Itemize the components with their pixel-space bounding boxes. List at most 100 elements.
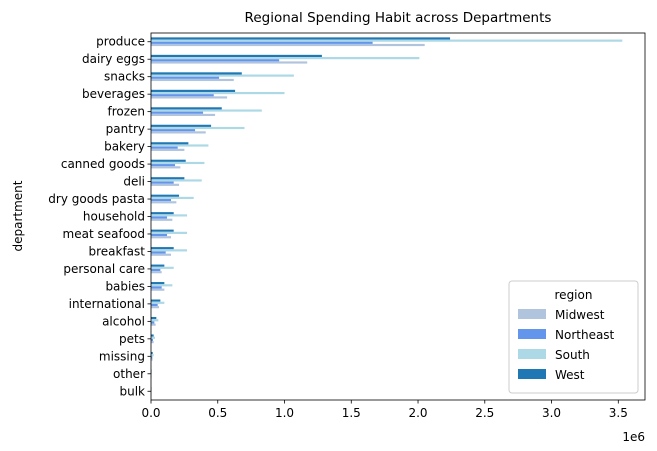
- bar-midwest-canned-goods: [151, 166, 181, 169]
- bar-south-pets: [151, 336, 156, 339]
- bar-midwest-snacks: [151, 78, 234, 82]
- x-tick-labels: 0.0 0.5 1.0 1.5 2.0 2.5 3.0 3.5: [141, 400, 628, 420]
- legend-title: region: [555, 288, 593, 302]
- bar-midwest-bakery: [151, 148, 185, 151]
- bar-west-beverages: [151, 89, 236, 92]
- bar-west-deli: [151, 177, 185, 180]
- legend-label-south: South: [555, 348, 590, 362]
- bar-midwest-frozen: [151, 113, 216, 117]
- bar-west-frozen: [151, 107, 222, 110]
- bar-south-dairy-eggs: [151, 57, 420, 60]
- bar-midwest-pantry: [151, 131, 206, 134]
- bar-west-dairy-eggs: [151, 54, 322, 58]
- legend-swatch-northeast: [518, 329, 546, 339]
- bar-west-meat-seafood: [151, 229, 174, 232]
- bar-northeast-breakfast: [151, 251, 166, 254]
- x-tick-label: 3.0: [542, 406, 561, 420]
- bar-south-dry-goods-pasta: [151, 196, 194, 200]
- plot-frame: [150, 32, 646, 401]
- bar-northeast-dairy-eggs: [151, 59, 280, 62]
- bar-midwest-pets: [151, 341, 154, 344]
- y-tick-label: pets: [119, 332, 145, 346]
- bar-west-pets: [151, 334, 154, 337]
- bar-west-household: [151, 212, 174, 215]
- legend-label-west: West: [555, 368, 585, 382]
- bar-west-bakery: [151, 142, 189, 145]
- y-tick-label: breakfast: [88, 244, 145, 258]
- bar-south-missing: [151, 354, 154, 357]
- bar-midwest-dry-goods-pasta: [151, 201, 177, 204]
- bar-northeast-household: [151, 216, 168, 219]
- bar-northeast-babies: [151, 286, 162, 289]
- bar-west-dry-goods-pasta: [151, 194, 180, 197]
- y-tick-label: dairy eggs: [82, 52, 145, 66]
- y-tick-label: other: [113, 367, 145, 381]
- bar-south-canned-goods: [151, 161, 205, 165]
- bar-south-babies: [151, 284, 173, 287]
- bar-west-snacks: [151, 72, 242, 75]
- bar-northeast-pantry: [151, 129, 196, 132]
- bar-south-international: [151, 301, 165, 304]
- bar-south-breakfast: [151, 249, 188, 252]
- y-tick-label: babies: [105, 279, 145, 293]
- bar-northeast-snacks: [151, 76, 220, 79]
- bar-south-household: [151, 214, 188, 217]
- bar-midwest-missing: [151, 358, 153, 361]
- bar-west-pantry: [151, 124, 212, 127]
- y-tick-label: snacks: [104, 70, 145, 84]
- bar-midwest-breakfast: [151, 253, 172, 256]
- bar-west-babies: [151, 282, 165, 285]
- bar-northeast-alcohol: [151, 321, 155, 324]
- bar-south-produce: [151, 39, 623, 42]
- y-tick-label: canned goods: [61, 157, 145, 171]
- bar-northeast-dry-goods-pasta: [151, 199, 172, 202]
- y-axis-label: department: [11, 180, 25, 251]
- bar-midwest-household: [151, 218, 173, 221]
- bar-northeast-deli: [151, 181, 174, 184]
- bar-midwest-alcohol: [151, 323, 156, 326]
- y-tick-label: frozen: [107, 105, 145, 119]
- y-tick-label: international: [69, 297, 145, 311]
- bar-south-snacks: [151, 74, 294, 77]
- bar-west-breakfast: [151, 247, 174, 250]
- bar-south-personal-care: [151, 266, 174, 269]
- bar-midwest-dairy-eggs: [151, 61, 308, 64]
- x-scale-label: 1e6: [622, 430, 645, 444]
- bar-midwest-babies: [151, 288, 165, 291]
- legend-swatch-midwest: [518, 309, 546, 319]
- y-tick-label: meat seafood: [63, 227, 145, 241]
- bar-west-personal-care: [151, 264, 165, 267]
- bar-south-pantry: [151, 126, 245, 130]
- y-tick-label: personal care: [63, 262, 145, 276]
- bar-northeast-bakery: [151, 146, 178, 149]
- bar-northeast-missing: [151, 356, 153, 359]
- x-tick-label: 2.5: [475, 406, 494, 420]
- bar-midwest-beverages: [151, 96, 228, 99]
- y-tick-label: bakery: [104, 140, 145, 154]
- bar-northeast-beverages: [151, 94, 214, 97]
- bar-midwest-personal-care: [151, 271, 162, 274]
- bar-south-frozen: [151, 109, 262, 112]
- x-tick-label: 1.5: [342, 406, 361, 420]
- y-tick-label: deli: [123, 175, 145, 189]
- legend: region Midwest Northeast South West: [508, 280, 639, 394]
- y-tick-label: dry goods pasta: [48, 192, 145, 206]
- bar-northeast-frozen: [151, 111, 204, 114]
- bar-northeast-canned-goods: [151, 164, 176, 167]
- bar-south-beverages: [151, 91, 285, 95]
- bar-northeast-produce: [151, 41, 373, 44]
- bar-midwest-meat-seafood: [151, 236, 172, 239]
- legend-label-northeast: Northeast: [555, 328, 615, 342]
- bar-midwest-deli: [151, 183, 180, 186]
- bar-south-deli: [151, 179, 202, 182]
- bar-south-meat-seafood: [151, 231, 188, 234]
- bar-south-bakery: [151, 144, 209, 147]
- bar-group: [151, 37, 623, 396]
- bar-south-alcohol: [151, 319, 159, 322]
- chart-title: Regional Spending Habit across Departmen…: [245, 10, 552, 26]
- bar-west-international: [151, 299, 161, 302]
- y-tick-label: pantry: [106, 122, 145, 136]
- x-tick-label: 0.5: [208, 406, 227, 420]
